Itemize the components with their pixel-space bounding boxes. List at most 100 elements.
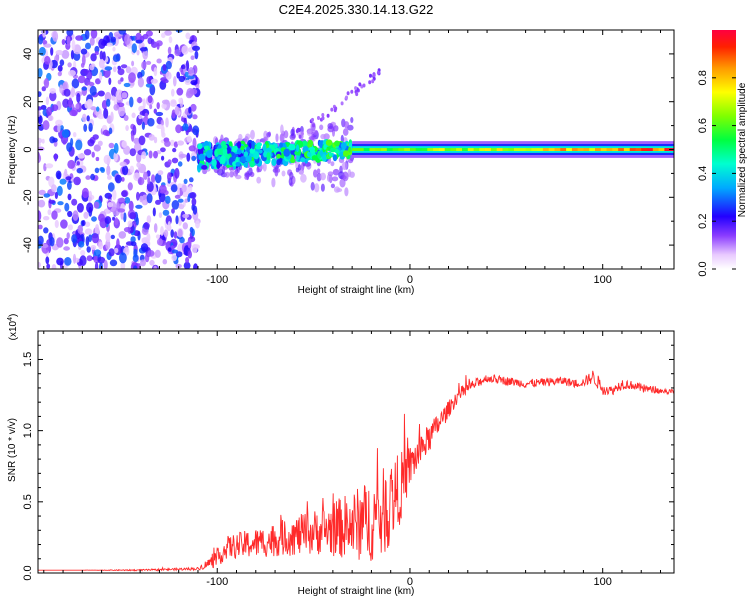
heatmap-streak-blob <box>345 95 348 100</box>
colorbar: 0.0 0.2 0.4 0.6 0.8 Normalized spectral ampl… <box>697 30 748 277</box>
heatmap-noise-blob <box>104 216 112 225</box>
heatmap-noise-blob <box>107 182 115 192</box>
heatmap-noise-blob <box>175 30 183 33</box>
heatmap-signal-blob <box>235 156 239 163</box>
heatmap-noise-blob <box>125 125 129 131</box>
heatmap-signal-blob <box>225 154 230 160</box>
heatmap-noise-blob <box>120 261 126 269</box>
heatmap-noise-blob <box>103 154 111 165</box>
heatmap-noise-blob <box>169 139 175 147</box>
heatmap-noise-blob <box>67 62 72 68</box>
top-x-tick-label: 100 <box>594 274 612 286</box>
heatmap-noise-blob <box>56 185 63 196</box>
heatmap-signal-blob <box>256 142 263 147</box>
heatmap-noise-blob <box>123 115 129 121</box>
heatmap-noise-blob <box>48 199 56 204</box>
heatmap-halo-blob <box>280 124 284 135</box>
heatmap-noise-blob <box>108 142 115 149</box>
heatmap-noise-blob <box>90 245 97 250</box>
heatmap-noise-blob <box>131 112 136 119</box>
heatmap-noise-blob <box>51 104 59 112</box>
heatmap-noise-blob <box>192 114 198 120</box>
heatmap-streak-blob <box>312 123 315 128</box>
heatmap-halo-blob <box>330 161 335 167</box>
heatmap-noise-blob <box>38 115 43 125</box>
heatmap-noise-blob <box>167 172 172 182</box>
heatmap-signal-blob <box>235 162 241 167</box>
bottom-y-tick-label: 0.0 <box>22 565 34 580</box>
heatmap-halo-blob <box>316 168 321 174</box>
heatmap-noise-blob <box>38 106 43 111</box>
heatmap-signal-blob <box>288 143 296 151</box>
heatmap-noise-blob <box>112 46 116 52</box>
heatmap-noise-blob <box>131 60 135 67</box>
heatmap-noise-blob <box>156 58 162 64</box>
heatmap-noise-blob <box>89 85 97 96</box>
heatmap-noise-blob <box>87 196 92 202</box>
heatmap-noise-blob <box>84 228 93 235</box>
heatmap-halo-blob <box>224 171 230 178</box>
heatmap-noise-blob <box>85 236 90 247</box>
bottom-y-tick-label: 0.5 <box>22 494 34 509</box>
heatmap-noise-blob <box>140 243 149 252</box>
heatmap-band-core <box>398 148 405 151</box>
heatmap-noise-blob <box>109 259 118 267</box>
heatmap-noise-blob <box>183 178 188 184</box>
heatmap-noise-blob <box>147 117 155 127</box>
heatmap-band-core <box>363 148 370 151</box>
heatmap-noise-blob <box>171 249 179 254</box>
heatmap-noise-blob <box>165 117 169 128</box>
bottom-y-axis: 0.0 0.5 1.0 1.5 <box>22 344 674 581</box>
heatmap-noise-blob <box>76 167 84 174</box>
heatmap-noise-blob <box>38 189 46 196</box>
heatmap-noise-blob <box>189 226 194 233</box>
heatmap-streak-blob <box>368 80 372 85</box>
heatmap-noise-blob <box>62 82 68 90</box>
heatmap-noise-blob <box>38 199 46 208</box>
heatmap-noise-blob <box>104 91 112 103</box>
heatmap-halo-blob <box>313 129 319 136</box>
heatmap-band-core <box>433 148 440 151</box>
top-x-label: Height of straight line (km) <box>298 285 415 296</box>
heatmap-noise-blob <box>171 208 175 214</box>
heatmap-halo-blob <box>331 176 339 182</box>
heatmap-noise-blob <box>170 184 178 193</box>
heatmap-noise-blob <box>116 238 120 250</box>
colorbar-tick-label: 0.4 <box>697 166 709 181</box>
heatmap-noise-blob <box>160 226 164 236</box>
heatmap-noise-blob <box>47 115 54 122</box>
heatmap-noise-blob <box>115 89 123 101</box>
heatmap-signal-blob <box>325 139 333 146</box>
heatmap-noise-blob <box>94 45 100 53</box>
heatmap-noise-blob <box>81 86 88 91</box>
heatmap-noise-blob <box>149 259 155 266</box>
heatmap-halo-blob <box>281 170 286 177</box>
heatmap-halo-blob <box>256 176 262 184</box>
heatmap-noise-blob <box>178 204 185 210</box>
heatmap-streak-blob <box>362 83 366 88</box>
heatmap-halo-blob <box>266 132 271 138</box>
heatmap-noise-blob <box>72 132 77 138</box>
heatmap-noise-blob <box>153 265 157 269</box>
heatmap-noise-blob <box>84 30 90 40</box>
heatmap-noise-blob <box>89 37 95 46</box>
heatmap-noise-blob <box>68 70 76 77</box>
heatmap-noise-blob <box>175 124 182 134</box>
heatmap-band-core <box>357 148 365 151</box>
heatmap-signal-blob <box>300 157 306 163</box>
heatmap-halo-blob <box>250 129 255 140</box>
heatmap-signal-blob <box>311 155 318 161</box>
heatmap-noise-blob <box>177 186 180 197</box>
bottom-panel: 0.0 0.5 1.0 1.5 -100 0 100 Height of straight… <box>7 314 675 597</box>
heatmap-signal-blob <box>231 145 238 153</box>
heatmap-noise-blob <box>195 83 200 90</box>
heatmap-noise-blob <box>38 261 41 268</box>
heatmap-noise-blob <box>136 49 140 56</box>
heatmap-halo-blob <box>327 171 334 176</box>
heatmap-signal-blob <box>343 150 349 157</box>
heatmap-noise-blob <box>101 100 108 110</box>
heatmap-noise-blob <box>54 219 59 229</box>
heatmap-noise-blob <box>131 43 137 54</box>
heatmap-noise-blob <box>171 157 179 164</box>
heatmap-noise-blob <box>156 42 160 50</box>
